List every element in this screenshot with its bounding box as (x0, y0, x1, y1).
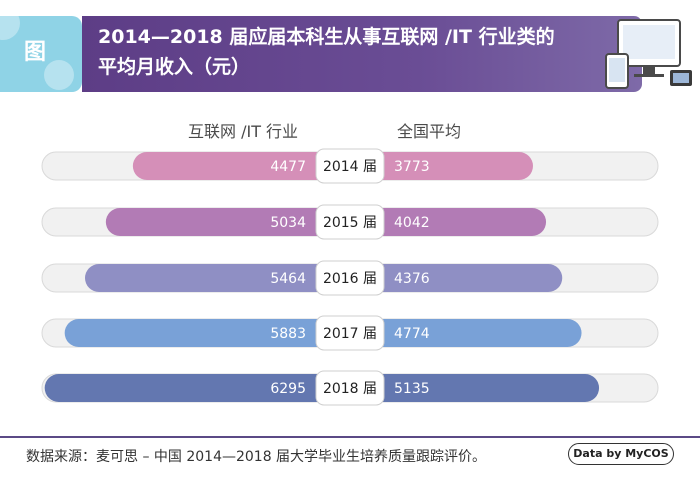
chart-title: 2014—2018 届应届本科生从事互联网 /IT 行业类的 平均月收入（元） (98, 22, 618, 82)
header-tab: 图 (0, 16, 82, 92)
category-label: 2016 届 (323, 271, 377, 287)
category-label-box (315, 148, 385, 184)
figure-tab-label: 图 (23, 40, 46, 65)
category-label: 2015 届 (323, 215, 377, 231)
value-label-internet-it: 5464 (270, 271, 306, 287)
devices-icon (605, 19, 692, 89)
series-label-national-average: 全国平均 (397, 122, 462, 141)
value-label-internet-it: 5034 (270, 215, 306, 231)
category-label-box (315, 315, 385, 351)
bar-national-average (350, 208, 547, 236)
bar-internet-it (105, 208, 350, 236)
header-bar (82, 16, 642, 92)
category-label-box (315, 370, 385, 406)
category-label: 2017 届 (323, 326, 377, 342)
bar-internet-it (44, 374, 350, 402)
value-label-internet-it: 6295 (270, 381, 306, 397)
bar-national-average (350, 264, 563, 292)
value-label-national-average: 4376 (394, 271, 430, 287)
series-label-internet-it: 互联网 /IT 行业 (188, 122, 299, 141)
bar-internet-it (84, 264, 350, 292)
category-label: 2018 届 (323, 381, 377, 397)
bar-national-average (350, 319, 582, 347)
bar-internet-it (64, 319, 350, 347)
decor-bubble (0, 16, 20, 40)
bar-internet-it (132, 152, 350, 180)
chart-title-line2: 平均月收入（元） (98, 56, 251, 78)
value-label-national-average: 3773 (394, 159, 430, 175)
footer-divider (0, 436, 700, 438)
data-source-note: 数据来源：麦可思 – 中国 2014—2018 届大学毕业生培养质量跟踪评价。 (26, 449, 487, 465)
decor-bubble (44, 60, 74, 90)
category-label-box (315, 260, 385, 296)
category-label-box (315, 204, 385, 240)
value-label-national-average: 4774 (394, 326, 430, 342)
bar-national-average (350, 152, 533, 180)
bar-national-average (350, 374, 600, 402)
value-label-internet-it: 4477 (270, 159, 306, 175)
value-label-national-average: 4042 (394, 215, 430, 231)
value-label-internet-it: 5883 (270, 326, 306, 342)
value-label-national-average: 5135 (394, 381, 430, 397)
chart-title-line1: 2014—2018 届应届本科生从事互联网 /IT 行业类的 (98, 26, 555, 48)
mycos-logo: Data by MyCOS (568, 443, 674, 465)
category-label: 2014 届 (323, 159, 377, 175)
